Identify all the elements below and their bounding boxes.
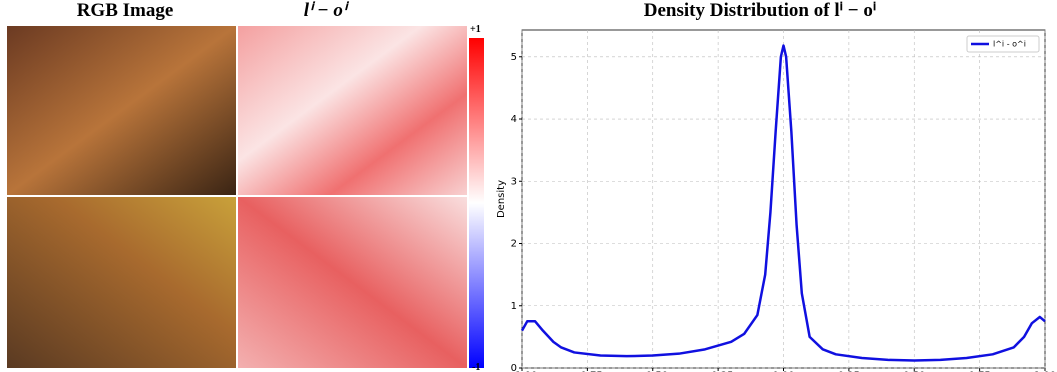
x-tick-label: −0.25 xyxy=(703,370,734,372)
panel-title: lⁱ − oⁱ xyxy=(304,0,350,21)
colorbar-label: -1 xyxy=(472,362,480,372)
heatmap-image xyxy=(238,197,467,368)
x-tick-label: −0.50 xyxy=(637,370,668,372)
density-line xyxy=(520,44,1046,362)
legend-label: l^i - o^i xyxy=(993,40,1026,49)
y-tick-label: 2 xyxy=(511,239,517,250)
x-tick-label: 0.25 xyxy=(838,370,860,372)
rgb-image xyxy=(7,26,236,195)
heatmap-image xyxy=(238,26,467,195)
y-tick-label: 5 xyxy=(511,52,517,63)
y-axis-label: Density xyxy=(496,180,507,218)
y-tick-label: 4 xyxy=(511,114,517,125)
x-tick-label: 0.00 xyxy=(772,370,794,372)
x-tick-label: 0.50 xyxy=(903,370,925,372)
x-tick-label: 1.00 xyxy=(1034,370,1056,372)
colorbar-label: +1 xyxy=(470,24,481,35)
y-tick-label: 3 xyxy=(511,176,517,187)
y-tick-label: 1 xyxy=(511,301,517,312)
x-tick-label: 0.75 xyxy=(968,370,990,372)
chart-title: Density Distribution of lⁱ − oⁱ xyxy=(644,0,876,21)
y-tick-label: 0 xyxy=(511,363,517,372)
x-tick-label: −1.00 xyxy=(507,370,538,372)
colorbar xyxy=(469,38,484,368)
panel-title: RGB Image xyxy=(77,0,174,21)
x-tick-label: −0.75 xyxy=(572,370,603,372)
legend-box xyxy=(966,35,1040,53)
rgb-image xyxy=(7,197,236,368)
